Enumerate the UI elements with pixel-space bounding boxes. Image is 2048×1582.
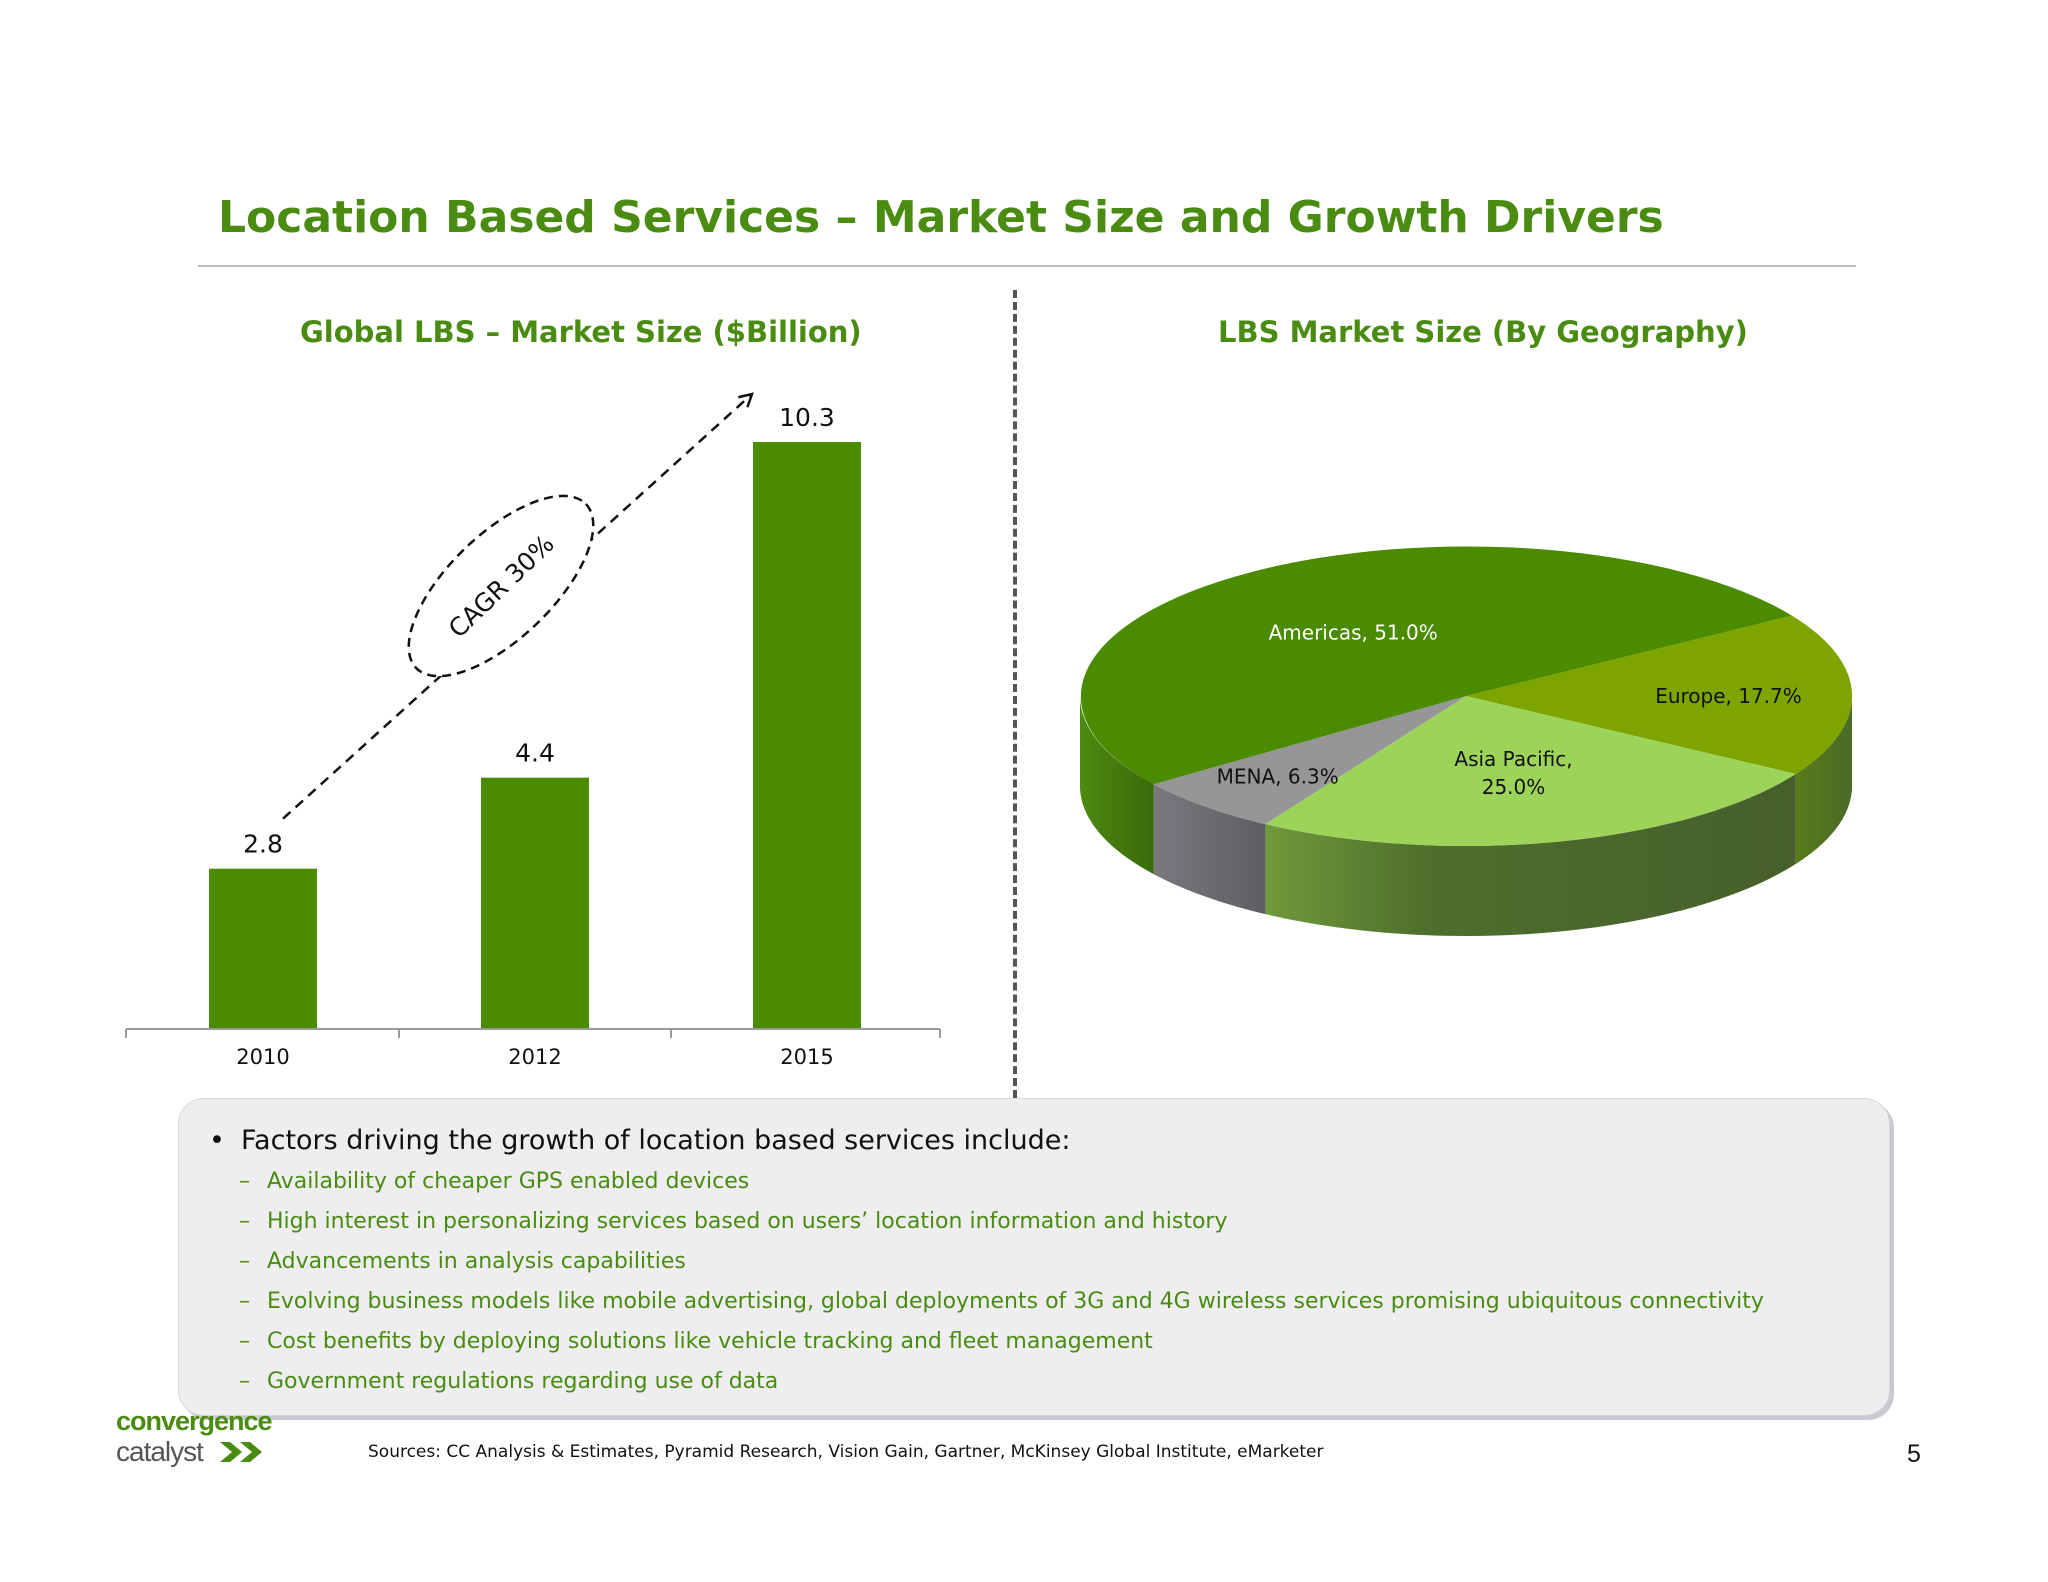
cagr-trend-arrow — [282, 393, 753, 820]
bar-2015 — [753, 442, 861, 1028]
x-tick-label: 2010 — [236, 1045, 289, 1069]
logo-line-2: catalyst — [116, 1436, 204, 1467]
section-divider — [1013, 290, 1017, 1098]
factor-item: – Availability of cheaper GPS enabled dev… — [239, 1169, 749, 1194]
dash-icon: – — [239, 1369, 250, 1394]
chevron-right-icon — [220, 1442, 262, 1462]
factors-heading: • Factors driving the growth of location … — [209, 1125, 1070, 1156]
factors-heading-text: Factors driving the growth of location b… — [241, 1125, 1071, 1156]
pie-label-mena: MENA, 6.3% — [1217, 764, 1339, 788]
bullet-icon: • — [209, 1125, 225, 1156]
cagr-ellipse — [407, 494, 595, 678]
pie-side-europe — [1795, 696, 1852, 864]
pie-label-europe: Europe, 17.7% — [1655, 684, 1802, 708]
factor-text: Availability of cheaper GPS enabled devi… — [267, 1169, 750, 1194]
pie-slice-asia-pacific — [1265, 696, 1796, 846]
page-number: 5 — [1907, 1440, 1921, 1468]
pie-side-mena — [1153, 784, 1266, 915]
bar-data-label: 10.3 — [779, 403, 835, 432]
growth-factors-box: • Factors driving the growth of location … — [178, 1098, 1890, 1416]
pie-slice-mena — [1153, 696, 1466, 825]
factor-text: High interest in personalizing services … — [267, 1209, 1228, 1234]
pie-chart-title: LBS Market Size (By Geography) — [1218, 315, 1748, 349]
pie-slice-europe — [1466, 615, 1853, 774]
factor-item: – High interest in personalizing services… — [239, 1209, 1227, 1234]
dash-icon: – — [239, 1329, 250, 1354]
logo-line-1: convergence — [116, 1406, 273, 1436]
x-tick-label: 2012 — [508, 1045, 561, 1069]
dash-icon: – — [239, 1169, 250, 1194]
pie-side-americas — [1080, 696, 1154, 875]
bar-chart: 2.8 2010 4.4 2012 10.3 2015 CAGR 30% — [125, 392, 941, 1069]
page-title: Location Based Services – Market Size an… — [218, 192, 1664, 243]
factor-text: Evolving business models like mobile adv… — [267, 1289, 1764, 1314]
company-logo: convergence catalyst — [116, 1406, 286, 1470]
factor-item: – Cost benefits by deploying solutions li… — [239, 1329, 1153, 1354]
pie-label-asia-pacific: 25.0% — [1482, 775, 1546, 799]
factor-text: Government regulations regarding use of … — [267, 1369, 779, 1394]
cagr-annotation: CAGR 30% — [407, 494, 595, 678]
factor-text: Cost benefits by deploying solutions lik… — [267, 1329, 1153, 1354]
bar-data-label: 4.4 — [515, 739, 555, 768]
dash-icon: – — [239, 1209, 250, 1234]
sources-note: Sources: CC Analysis & Estimates, Pyrami… — [368, 1442, 1324, 1462]
dash-icon: – — [239, 1289, 250, 1314]
bar-2012 — [481, 777, 589, 1028]
dash-icon: – — [239, 1249, 250, 1274]
factor-text: Advancements in analysis capabilities — [267, 1249, 686, 1274]
title-rule — [198, 265, 1856, 267]
pie-slice-americas — [1080, 546, 1792, 785]
pie-label-americas: Americas, 51.0% — [1269, 621, 1438, 645]
pie-label-asia-pacific: Asia Pacific, — [1454, 747, 1572, 771]
arrowhead-icon — [738, 392, 754, 408]
bar-data-label: 2.8 — [243, 830, 283, 859]
x-tick-label: 2015 — [780, 1045, 833, 1069]
bar-2010 — [209, 868, 317, 1028]
factor-item: – Advancements in analysis capabilities — [239, 1249, 686, 1274]
bar-chart-title: Global LBS – Market Size ($Billion) — [300, 315, 862, 349]
factor-item: – Government regulations regarding use of… — [239, 1369, 778, 1394]
pie-side-asia-pacific — [1265, 774, 1796, 936]
pie-chart: Europe, 17.7% Asia Pacific, 25.0% MENA, 6.3… — [1080, 546, 1853, 936]
factor-item: – Evolving business models like mobile ad… — [239, 1289, 1764, 1314]
